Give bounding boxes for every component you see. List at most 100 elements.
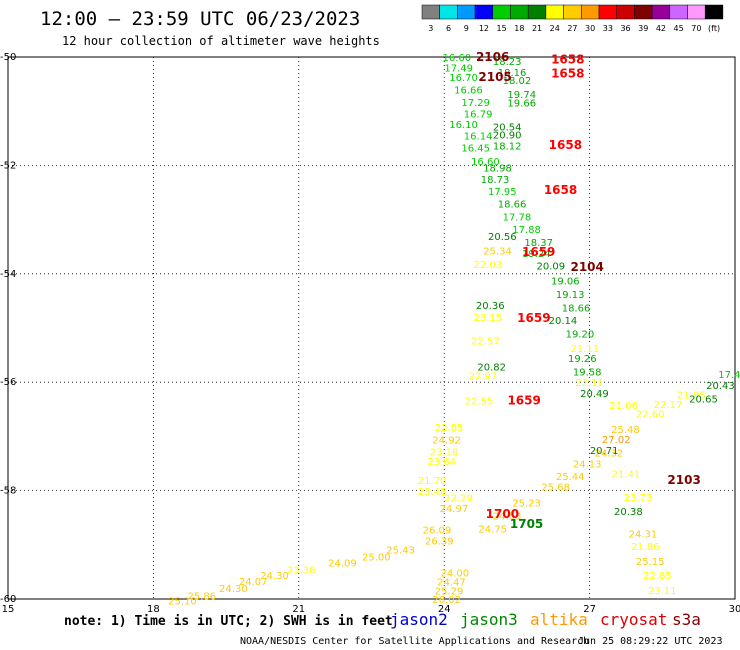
wave-height-value: 16.66 — [454, 86, 483, 97]
y-tick-label: -50 — [0, 52, 16, 63]
wave-height-value: 25.48 — [611, 425, 640, 436]
wave-height-value: 16.14 — [464, 132, 493, 143]
wave-height-value: 24.75 — [478, 525, 507, 536]
wave-height-value: 24.47 — [437, 578, 466, 589]
wave-height-value: 18.02 — [503, 76, 532, 87]
wave-height-points: 16.6017.4916.7016.6617.2916.7916.1016.14… — [168, 53, 740, 608]
mission-legend-item: jason2 — [390, 610, 448, 629]
wave-height-value: 24.30 — [260, 571, 289, 582]
wave-height-value: 25.86 — [188, 592, 217, 603]
mission-legend-item: s3a — [672, 610, 701, 629]
wave-height-value: 20.90 — [493, 131, 522, 142]
footer-timestamp: Jun 25 08:29:22 UTC 2023 — [578, 636, 723, 647]
colorbar-level-label: 30 — [585, 24, 595, 33]
colorbar-swatch — [474, 4, 494, 20]
wave-height-value: 18.16 — [498, 68, 527, 79]
wave-height-value: 18.98 — [483, 164, 512, 175]
colorbar-level-label: 39 — [638, 24, 648, 33]
chart-title: 12:00 – 23:59 UTC 06/23/2023 — [40, 8, 360, 30]
wave-height-value: 24.13 — [573, 460, 602, 471]
track-time-label: 1658 — [544, 183, 577, 197]
colorbar-swatch — [651, 4, 671, 20]
mission-legend-item: jason3 — [460, 610, 518, 629]
wave-height-value: 16.79 — [464, 109, 493, 120]
wave-height-value: 20.49 — [580, 389, 609, 400]
wave-height-value: 24.53 — [493, 512, 522, 523]
wave-height-value: 25.23 — [512, 499, 541, 510]
y-tick-label: -52 — [0, 160, 16, 171]
wave-height-value: 22.57 — [471, 336, 500, 347]
track-time-label: 1659 — [517, 311, 550, 325]
chart-subtitle: 12 hour collection of altimeter wave hei… — [62, 34, 380, 48]
x-tick-label: 27 — [583, 604, 596, 615]
wave-height-value: 25.43 — [386, 546, 415, 557]
colorbar-level-label: 24 — [550, 24, 560, 33]
colorbar-swatch — [457, 4, 476, 20]
wave-height-value: 16.45 — [461, 144, 490, 155]
colorbar-swatch — [704, 4, 724, 20]
track-time-label: 1658 — [549, 138, 582, 152]
wave-height-value: 20.65 — [689, 394, 718, 405]
wave-height-value: 25.34 — [483, 246, 512, 257]
x-tick-label: 18 — [147, 604, 160, 615]
wave-height-value: 24.31 — [629, 529, 658, 540]
wave-height-value: 23.64 — [427, 457, 456, 468]
colorbar-level-label: 21 — [532, 24, 542, 33]
wave-height-value: 18.73 — [481, 175, 510, 186]
wave-height-value: 22.03 — [473, 260, 502, 271]
wave-height-value: 22.17 — [654, 400, 683, 411]
mission-legend: jason2 jason3 altika cryosat s3a — [390, 610, 701, 629]
wave-height-value: 23.38 — [287, 566, 316, 577]
wave-height-value: 25.29 — [435, 586, 464, 597]
colorbar-swatch — [598, 4, 617, 20]
wave-height-value: 22.85 — [435, 423, 464, 434]
track-time-label: 1705 — [510, 517, 543, 531]
wave-height-value: 19.06 — [551, 276, 580, 287]
colorbar-swatch — [545, 4, 564, 20]
wave-height-value: 21.06 — [609, 401, 638, 412]
wave-height-value: 22.60 — [636, 410, 665, 421]
wave-height-value: 21.41 — [612, 469, 641, 480]
track-time-label: 2104 — [570, 260, 603, 274]
x-tick-label: 21 — [292, 604, 305, 615]
wave-height-value: 23.15 — [473, 313, 502, 324]
wave-height-value: 19.58 — [573, 367, 602, 378]
wave-height-value: 24.92 — [432, 436, 461, 447]
wave-height-value: 26.39 — [425, 536, 454, 547]
wave-height-value: 21.11 — [570, 344, 599, 355]
colorbar-swatch — [616, 4, 635, 20]
colorbar-level-label: 15 — [497, 24, 507, 33]
wave-height-value: 17.49 — [444, 63, 473, 74]
wave-height-value: 17.78 — [503, 212, 532, 223]
y-tick-label: -60 — [0, 594, 16, 605]
wave-height-value: 17.29 — [461, 98, 490, 109]
wave-height-value: 26.02 — [432, 595, 461, 606]
plot-frame — [7, 56, 736, 600]
wave-height-value: 24.30 — [219, 584, 248, 595]
colorbar-level-label: 9 — [464, 24, 469, 33]
colorbar-swatch — [669, 4, 688, 20]
wave-height-value: 18.12 — [493, 141, 522, 152]
wave-height-value: 25.00 — [362, 553, 391, 564]
wave-height-value: 21.95 — [677, 391, 706, 402]
track-time-labels: 2106210516581658165816581659210416591659… — [476, 50, 701, 531]
wave-height-value: 20.38 — [614, 507, 643, 518]
colorbar-level-label: 6 — [446, 24, 451, 33]
colorbar-level-label: 12 — [479, 24, 489, 33]
y-axis-ticks: -50 -52 -54 -56 -58 -60 — [0, 52, 16, 605]
wave-height-value: 19.66 — [507, 99, 536, 110]
colorbar-level-label: (ft) — [708, 24, 720, 33]
wave-height-value: 17.95 — [488, 187, 517, 198]
wave-height-value: 26.09 — [423, 526, 452, 537]
wave-height-value: 23.11 — [648, 586, 677, 597]
colorbar-level-label: 45 — [674, 24, 684, 33]
wave-height-value: 16.60 — [442, 53, 471, 64]
wave-height-value: 18.66 — [498, 199, 527, 210]
track-time-label: 1700 — [486, 507, 519, 521]
wave-height-value: 24.32 — [595, 449, 624, 460]
wave-height-value: 25.10 — [168, 597, 197, 608]
wave-height-value: 16.10 — [449, 120, 478, 131]
wave-height-value: 27.02 — [602, 435, 631, 446]
x-axis-ticks: 15 18 21 24 27 30 — [2, 604, 740, 615]
